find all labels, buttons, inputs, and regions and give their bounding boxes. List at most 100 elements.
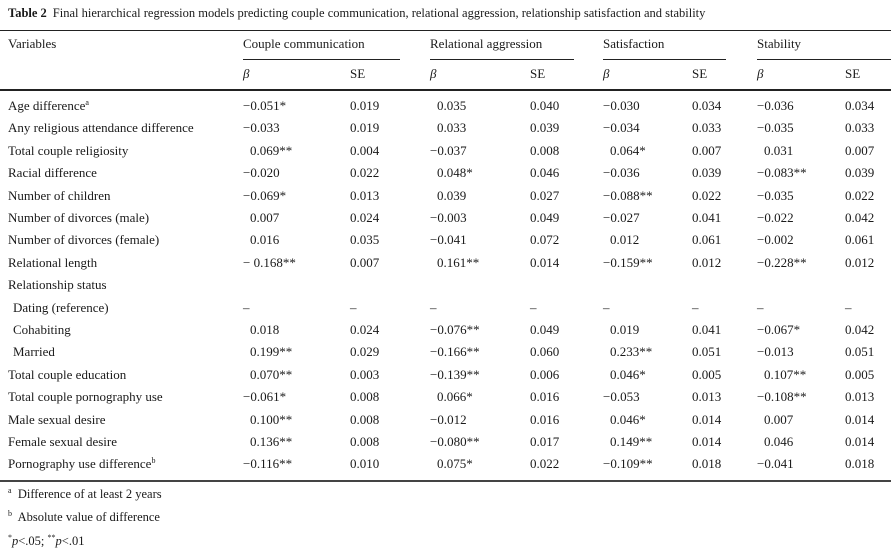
beta-cell: −0.053 bbox=[603, 389, 640, 405]
row-label-text: Relational length bbox=[8, 254, 98, 270]
beta-cell: −0.108** bbox=[757, 389, 807, 405]
table-row: Relationship status bbox=[0, 277, 891, 299]
se-cell: 0.005 bbox=[845, 366, 875, 382]
row-label: Relational length bbox=[8, 255, 97, 271]
subheader-beta: β bbox=[243, 66, 250, 81]
se-cell: 0.014 bbox=[530, 254, 560, 270]
beta-cell: −0.076** bbox=[430, 322, 480, 337]
se-cell: 0.061 bbox=[692, 232, 722, 248]
beta-cell: 0.149** bbox=[610, 434, 653, 449]
p-symbol: p bbox=[12, 534, 19, 548]
beta-cell: −0.022 bbox=[757, 210, 794, 225]
row-label-text: Female sexual desire bbox=[8, 434, 118, 449]
beta-cell: – bbox=[757, 299, 764, 315]
beta-cell: – bbox=[603, 299, 610, 315]
table-title: Final hierarchical regression models pre… bbox=[52, 6, 706, 20]
row-label-text: Total couple religiosity bbox=[8, 142, 129, 158]
beta-cell: −0.083** bbox=[757, 165, 807, 181]
se-cell: 0.013 bbox=[692, 389, 722, 405]
beta-cell: 0.016 bbox=[250, 232, 280, 248]
se-cell: 0.019 bbox=[350, 120, 380, 136]
beta-cell: 0.046* bbox=[610, 411, 646, 427]
table-label: Table 2 bbox=[8, 6, 47, 20]
p-symbol: p bbox=[55, 534, 62, 548]
beta-cell: 0.012 bbox=[610, 232, 640, 248]
row-label: Male sexual desire bbox=[8, 412, 105, 428]
se-cell: 0.041 bbox=[692, 322, 722, 337]
row-label-text: Total couple pornography use bbox=[8, 389, 163, 405]
beta-cell: −0.035 bbox=[757, 187, 794, 203]
footnote-a: a Difference of at least 2 years bbox=[8, 486, 162, 502]
beta-cell: 0.018 bbox=[250, 322, 280, 337]
se-cell: 0.049 bbox=[530, 322, 560, 337]
footnote-text: Difference of at least 2 years bbox=[17, 487, 162, 501]
se-cell: 0.018 bbox=[845, 456, 875, 472]
se-cell: 0.024 bbox=[350, 210, 380, 225]
beta-cell: −0.069* bbox=[243, 187, 287, 203]
se-cell: 0.014 bbox=[692, 434, 722, 449]
beta-cell: 0.069** bbox=[250, 142, 293, 158]
row-label: Female sexual desire bbox=[8, 434, 117, 450]
subheader-beta: β bbox=[430, 66, 437, 81]
beta-cell: 0.136** bbox=[250, 434, 293, 449]
beta-cell: −0.036 bbox=[603, 165, 640, 181]
se-cell: 0.013 bbox=[350, 187, 380, 203]
beta-cell: 0.046 bbox=[764, 434, 794, 449]
row-label-text: Number of children bbox=[8, 187, 111, 203]
beta-cell: 0.100** bbox=[250, 411, 293, 427]
se-cell: 0.016 bbox=[530, 411, 560, 427]
row-label-text: Total couple education bbox=[8, 366, 127, 382]
table-row: Number of divorces (female) 0.016 0.035 −0.… bbox=[0, 232, 891, 254]
group-rule bbox=[757, 59, 891, 60]
header-satisfaction: Satisfaction bbox=[603, 36, 665, 51]
row-label-text: Number of divorces (male) bbox=[8, 210, 150, 225]
se-cell: 0.012 bbox=[845, 254, 875, 270]
se-cell: 0.003 bbox=[350, 366, 380, 382]
beta-cell: −0.013 bbox=[757, 344, 794, 360]
se-cell: 0.039 bbox=[692, 165, 722, 181]
se-cell: 0.033 bbox=[692, 120, 722, 136]
beta-cell: −0.012 bbox=[430, 411, 467, 427]
beta-cell: −0.139** bbox=[430, 366, 480, 382]
header-variables: Variables bbox=[8, 36, 57, 51]
se-cell: 0.039 bbox=[845, 165, 875, 181]
row-label: Married bbox=[13, 344, 55, 360]
row-label-text: Married bbox=[13, 344, 55, 360]
se-cell: 0.019 bbox=[350, 98, 380, 113]
se-cell: 0.060 bbox=[530, 344, 560, 360]
header-rule bbox=[0, 89, 891, 91]
beta-cell: 0.007 bbox=[764, 411, 794, 427]
beta-cell: 0.070** bbox=[250, 366, 293, 382]
beta-cell: − 0.168** bbox=[243, 254, 296, 270]
header-stability: Stability bbox=[757, 36, 802, 51]
row-label-text: Dating (reference) bbox=[13, 299, 109, 315]
beta-cell: 0.019 bbox=[610, 322, 640, 337]
se-cell: – bbox=[845, 299, 852, 315]
beta-cell: −0.041 bbox=[430, 232, 467, 248]
se-cell: 0.007 bbox=[350, 254, 380, 270]
se-cell: 0.042 bbox=[845, 322, 875, 337]
se-cell: 0.040 bbox=[530, 98, 560, 113]
subheader-se: SE bbox=[350, 66, 366, 81]
row-label-text: Relationship status bbox=[8, 277, 107, 293]
beta-cell: 0.033 bbox=[437, 120, 467, 136]
subheader-se: SE bbox=[530, 66, 546, 81]
row-label: Relationship status bbox=[8, 277, 107, 293]
footnote-ref: a bbox=[85, 98, 89, 107]
footnote-text: Absolute value of difference bbox=[17, 510, 160, 524]
se-cell: 0.041 bbox=[692, 210, 722, 225]
se-cell: 0.005 bbox=[692, 366, 722, 382]
row-label-text: Male sexual desire bbox=[8, 411, 106, 427]
se-cell: 0.034 bbox=[845, 98, 875, 113]
table-caption: Table 2 Final hierarchical regression mod… bbox=[8, 6, 705, 21]
beta-cell: 0.048* bbox=[437, 165, 473, 181]
subheader-se: SE bbox=[692, 66, 708, 81]
table-row: Total couple religiosity 0.069** 0.004 −0.0… bbox=[0, 143, 891, 165]
group-rule bbox=[603, 59, 726, 60]
table-row: Married 0.199** 0.029 −0.166** 0.060 0.233** 0… bbox=[0, 344, 891, 366]
beta-cell: – bbox=[430, 299, 437, 315]
row-label: Total couple education bbox=[8, 367, 126, 383]
se-cell: 0.051 bbox=[692, 344, 722, 360]
beta-cell: −0.002 bbox=[757, 232, 794, 248]
beta-cell: −0.037 bbox=[430, 142, 467, 158]
